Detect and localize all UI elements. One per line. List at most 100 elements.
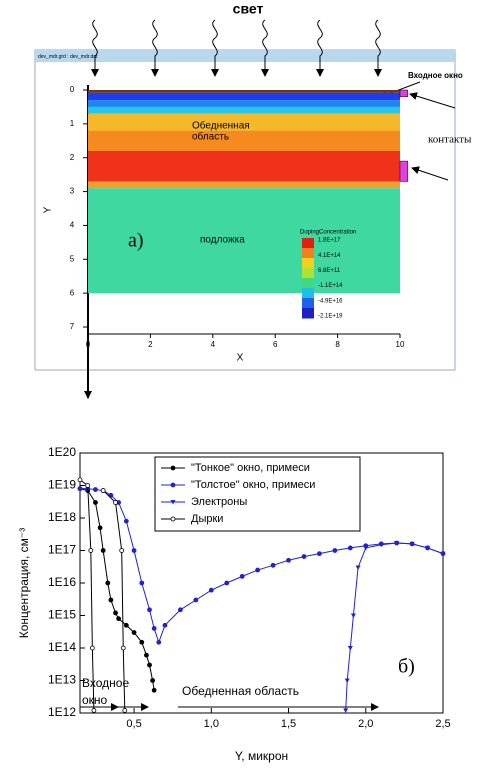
data-point xyxy=(139,639,145,645)
data-point xyxy=(120,645,126,651)
colorbar-label: -1.1E+14 xyxy=(318,283,343,289)
contact-arrow xyxy=(409,92,456,109)
data-point xyxy=(77,486,83,492)
window-title: dev_mdr.grd : dev_mdr.dat xyxy=(38,54,98,60)
contact xyxy=(399,160,409,182)
data-point xyxy=(139,580,145,586)
x-axis-label: Y, микрон xyxy=(235,749,288,763)
x-tick-label: 8 xyxy=(335,340,340,349)
y-tick-label: 3 xyxy=(70,187,75,196)
data-point xyxy=(108,492,114,498)
data-point xyxy=(108,597,114,603)
data-point xyxy=(144,652,149,658)
colorbar-title: DopingConcentration xyxy=(300,230,356,236)
colorbar-label: 4.1E+14 xyxy=(318,253,341,259)
data-point xyxy=(178,607,183,613)
y-tick-label: 1E17 xyxy=(48,543,76,557)
contact xyxy=(399,89,409,98)
panel-label: б) xyxy=(398,656,415,678)
colorbar-label: -4.9E+16 xyxy=(318,298,343,304)
data-point xyxy=(113,610,118,616)
y-axis-label: Y xyxy=(43,206,54,213)
data-point xyxy=(193,597,199,603)
data-point xyxy=(208,587,214,593)
data-point xyxy=(122,708,128,713)
data-point xyxy=(151,626,157,631)
data-point xyxy=(89,645,95,651)
data-point xyxy=(147,662,152,668)
legend-label: Дырки xyxy=(191,513,223,525)
doping-layer xyxy=(88,188,400,294)
data-point xyxy=(150,678,156,683)
y-axis-label: Концентрация, см⁻³ xyxy=(17,528,31,639)
contact-arrow xyxy=(411,166,449,181)
window-title-bar xyxy=(35,50,455,62)
data-point xyxy=(123,622,129,628)
data-point xyxy=(97,525,103,531)
light-ray xyxy=(261,19,269,77)
x-tick-label: 2 xyxy=(148,340,153,349)
y-tick-label: 1E13 xyxy=(48,673,76,687)
data-point xyxy=(88,548,94,553)
doping-layer xyxy=(88,181,400,189)
data-point xyxy=(394,541,400,546)
data-point xyxy=(409,541,415,547)
colorbar-swatch xyxy=(302,308,314,319)
colorbar-swatch xyxy=(302,298,314,309)
colorbar-swatch xyxy=(302,268,314,279)
data-point xyxy=(239,573,245,579)
data-point xyxy=(77,477,83,483)
depletion-label: область xyxy=(192,131,229,143)
y-tick-label: 7 xyxy=(70,322,75,331)
x-tick-label: 0,5 xyxy=(126,718,141,730)
data-point xyxy=(317,551,322,557)
light-ray xyxy=(151,19,159,77)
data-point xyxy=(286,557,291,563)
y-tick-label: 1E19 xyxy=(48,478,76,492)
light-ray xyxy=(211,19,219,77)
series-line xyxy=(345,542,444,711)
doping-layer xyxy=(88,150,400,182)
annotation: окно xyxy=(82,693,108,707)
doping-layer xyxy=(88,100,400,107)
depletion-label: Обедненная xyxy=(192,120,250,132)
data-point xyxy=(93,500,98,505)
data-point xyxy=(350,613,356,618)
legend-label: "Толстое" окно, примеси xyxy=(191,479,315,491)
x-tick-label: 6 xyxy=(273,340,278,349)
colorbar-label: 1.8E+17 xyxy=(318,238,341,244)
y-tick-label: 6 xyxy=(70,288,75,297)
data-point xyxy=(147,607,152,613)
data-point xyxy=(100,548,106,553)
data-point xyxy=(425,545,431,551)
data-point xyxy=(162,622,168,628)
light-ray xyxy=(316,19,324,77)
y-tick-label: 1E12 xyxy=(48,705,76,719)
x-axis-label: X xyxy=(237,353,244,364)
x-tick-label: 4 xyxy=(211,340,216,349)
y-tick-label: 1E18 xyxy=(48,510,76,524)
data-point xyxy=(355,565,361,570)
colorbar-swatch xyxy=(302,258,314,269)
data-point xyxy=(440,551,446,557)
colorbar-swatch xyxy=(302,248,314,259)
y-tick-label: 2 xyxy=(70,153,75,162)
y-tick-label: 0 xyxy=(70,85,75,94)
data-point xyxy=(93,487,98,492)
colorbar-label: 6.8E+11 xyxy=(318,268,341,274)
data-point xyxy=(105,580,111,586)
x-tick-label: 1,0 xyxy=(204,718,219,730)
y-tick-label: 1E14 xyxy=(48,640,76,654)
annotation: Входное xyxy=(82,676,129,690)
light-ray xyxy=(91,19,99,77)
colorbar-swatch xyxy=(302,288,314,299)
substrate-label: подложка xyxy=(200,235,245,246)
data-point xyxy=(131,548,137,553)
data-point xyxy=(85,483,91,488)
x-tick-label: 1,5 xyxy=(281,718,296,730)
data-point xyxy=(91,708,97,713)
y-tick-label: 1E20 xyxy=(48,445,76,459)
x-tick-label: 0 xyxy=(86,340,91,349)
y-tick-label: 1E15 xyxy=(48,608,76,622)
